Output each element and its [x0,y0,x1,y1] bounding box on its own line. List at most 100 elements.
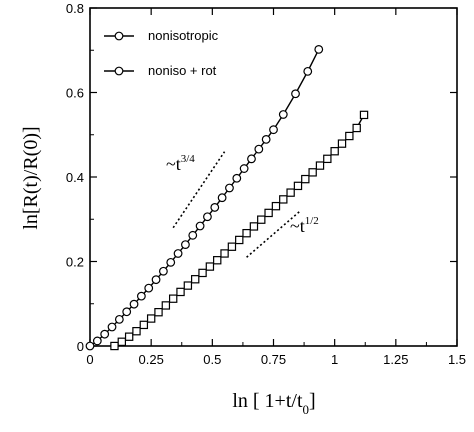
data-point-circle [217,193,227,203]
data-point-circle [261,134,271,144]
data-point-circle [92,336,102,346]
data-point-circle [166,257,176,267]
data-point-square [257,215,266,224]
data-point-square [191,275,200,284]
data-point-circle [144,283,154,293]
data-point-square [139,320,149,330]
annotation-t12: ~t1/2 [290,215,319,236]
data-point-circle [225,183,234,193]
guide-line-1 [172,151,226,229]
data-point-square [330,147,339,156]
data-point-square [359,110,369,120]
data-point-square [220,249,229,258]
data-point-circle [136,291,146,301]
data-point-circle [181,240,190,250]
data-point-circle [129,299,139,309]
data-point-circle [210,203,220,212]
data-point-square [264,208,273,218]
legend: nonisotropic noniso + rot [104,28,219,78]
x-tick-label: 1 [331,352,338,367]
data-point-square [124,332,134,341]
data-point-square [249,222,259,231]
data-point-square [323,154,332,164]
data-point-square [176,287,185,297]
data-point-square [345,131,354,141]
data-point-square [279,195,288,204]
y-tick-label: 0.2 [66,255,84,270]
legend-label-noniso-rot: noniso + rot [148,63,217,78]
data-point-square [315,161,325,170]
annotation-t12-sup: 1/2 [305,215,319,227]
legend-marker-circle-2 [114,66,124,76]
data-point-square [301,174,310,184]
data-point-square [146,314,156,323]
data-point-square [110,341,119,351]
data-point-square [205,262,215,271]
data-point-square [213,256,222,265]
guide-lines [172,151,301,258]
x-tick-label: 0.75 [261,352,286,367]
y-tick-label: 0.8 [66,1,84,16]
legend-marker-circle [114,31,124,41]
data-point-circle [151,275,161,285]
series-0 [85,45,324,351]
data-point-circle [122,307,132,317]
data-point-square [235,235,244,245]
x-tick-label: 0 [86,352,93,367]
x-tick-label: 1.5 [448,352,466,367]
series-layer [85,45,369,351]
y-tick-label: 0 [77,339,84,354]
guide-line-2 [246,210,301,258]
annotation-t12-main: ~t [290,216,305,236]
y-tick-label: 0.6 [66,86,84,101]
data-point-circle [114,314,124,324]
data-point-circle [239,164,249,173]
data-point-square [183,281,193,290]
x-axis-title-sub: 0 [303,402,310,417]
data-point-square [168,294,178,303]
x-tick-label: 0.5 [203,352,221,367]
data-point-square [352,123,361,133]
annotation-t34: ~t3/4 [166,153,195,174]
data-point-square [242,228,251,238]
data-point-square [117,337,127,346]
data-point-circle [303,66,313,76]
data-point-circle [247,154,256,164]
data-point-circle [158,266,168,276]
data-point-square [161,301,171,310]
data-point-circle [188,230,198,240]
data-point-square [227,242,237,251]
data-point-square [132,327,141,336]
data-point-circle [291,89,300,99]
data-point-circle [195,221,205,231]
data-point-circle [173,249,183,258]
data-point-square [337,139,347,148]
x-tick-label: 0.25 [139,352,164,367]
legend-label-nonisotropic: nonisotropic [148,28,219,43]
y-tick-label: 0.4 [66,170,84,185]
data-point-square [286,188,295,197]
data-point-square [271,201,281,211]
data-point-circle [107,322,117,332]
series-line-1 [114,114,365,347]
data-point-square [293,181,303,191]
data-point-circle [278,110,288,119]
annotation-t34-sup: 3/4 [181,153,196,165]
x-axis-title: ln [ 1+t/t0] [232,390,315,417]
data-point-circle [203,212,212,222]
data-point-square [308,168,317,177]
x-axis-title-main: ln [ 1+t/t [232,390,303,412]
data-point-circle [100,329,110,339]
x-axis-title-close: ] [309,390,316,412]
series-1 [110,110,369,351]
annotation-t34-main: ~t [166,154,181,174]
data-point-square [154,308,163,317]
axis-ticks: 0 0.25 0.5 0.75 1 1.25 1.5 0 0.2 0.4 0.6 0.8 [66,1,466,367]
data-point-circle [269,125,278,135]
data-point-square [198,268,207,278]
x-tick-label: 1.25 [383,352,408,367]
data-point-circle [254,144,264,154]
data-point-circle [232,173,242,183]
data-point-circle [314,45,324,54]
